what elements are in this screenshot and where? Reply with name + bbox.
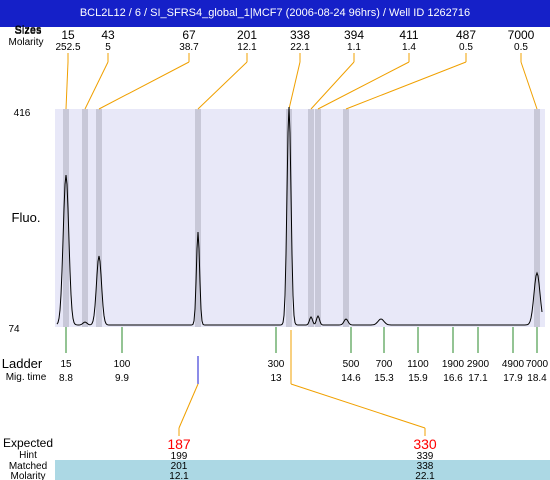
peak-connector: [310, 61, 355, 110]
header-sizes-label: Sizes: [15, 24, 42, 36]
peak-molarity-label: 0.5: [514, 42, 528, 53]
expected-connector: [178, 383, 199, 429]
peak-size-label: 67: [182, 28, 196, 42]
expected-molarity-label: Molarity: [10, 471, 45, 480]
y-axis-label: Fluo.: [12, 210, 41, 225]
ladder-time-label: 15.9: [408, 373, 428, 384]
peak-band: [534, 109, 540, 327]
peak-band: [63, 109, 69, 327]
peak-connector: [98, 61, 190, 110]
peak-connector: [288, 61, 301, 110]
peak-connector: [520, 61, 538, 110]
ladder-size-label: 1100: [407, 359, 429, 370]
hint-value: 199: [171, 451, 188, 462]
ladder-size-label: 2900: [467, 359, 490, 370]
peak-band: [343, 109, 349, 327]
matched-value: 338: [417, 461, 434, 472]
peak-molarity-label: 38.7: [179, 42, 199, 53]
peak-molarity-label: 22.1: [290, 42, 310, 53]
matched-highlight-row: [55, 460, 550, 480]
peak-size-label: 411: [399, 28, 418, 42]
peak-connector: [65, 61, 69, 110]
peak-size-label: 43: [101, 28, 115, 42]
peak-size-label: 487: [456, 28, 476, 42]
ladder-size-label: 4900: [502, 359, 525, 370]
peak-size-label: 7000: [508, 28, 535, 42]
expected-molarity-value: 22.1: [415, 471, 435, 480]
peak-band: [96, 109, 102, 327]
ladder-time-label: 15.3: [374, 373, 394, 384]
peak-band: [308, 109, 314, 327]
expected-size-value: 187: [167, 436, 191, 452]
ladder-size-label: 100: [114, 359, 131, 370]
peak-molarity-label: 12.1: [237, 42, 257, 53]
ladder-size-label: 15: [60, 359, 72, 370]
peak-molarity-label: 5: [105, 42, 111, 53]
ladder-time-label: 9.9: [115, 373, 129, 384]
peak-size-label: 201: [237, 28, 257, 42]
peak-size-label: 394: [344, 28, 364, 42]
peak-connector: [345, 61, 467, 110]
ladder-time-label: 18.4: [527, 373, 547, 384]
y-axis-max-label: 416: [14, 108, 31, 119]
migration-time-label: Mig. time: [6, 372, 47, 383]
peak-band: [286, 109, 292, 327]
peak-molarity-label: 0.5: [459, 42, 473, 53]
ladder-time-label: 14.6: [341, 373, 361, 384]
plot-area: [55, 109, 545, 327]
peak-molarity-label: 1.1: [347, 42, 361, 53]
matched-label: Matched: [9, 461, 47, 472]
ladder-time-label: 8.8: [59, 373, 73, 384]
ladder-time-label: 16.6: [443, 373, 463, 384]
peak-size-label: 338: [290, 28, 310, 42]
expected-molarity-value: 12.1: [169, 471, 189, 480]
ladder-time-label: 17.1: [468, 373, 488, 384]
ladder-size-label: 1900: [442, 359, 465, 370]
peak-band: [315, 109, 321, 327]
ladder-time-label: 17.9: [503, 373, 523, 384]
expected-label: Expected: [3, 436, 53, 450]
peak-connector: [317, 61, 410, 110]
peak-molarity-label: 252.5: [55, 42, 80, 53]
ladder-size-label: 500: [343, 359, 360, 370]
ladder-time-label: 13: [270, 373, 282, 384]
hint-value: 339: [417, 451, 434, 462]
hint-label: Hint: [19, 450, 37, 461]
ladder-size-label: 300: [268, 359, 285, 370]
peak-size-label: 15: [61, 28, 75, 42]
title-bar: BCL2L12 / 6 / SI_SFRS4_global_1|MCF7 (20…: [0, 0, 550, 27]
peak-band: [82, 109, 88, 327]
peak-molarity-label: 1.4: [402, 42, 416, 53]
ladder-label: Ladder: [2, 356, 43, 371]
expected-connector: [290, 383, 426, 429]
y-axis-min-label: 74: [8, 324, 20, 335]
matched-value: 201: [171, 461, 188, 472]
expected-size-value: 330: [413, 436, 437, 452]
header-sizes-label-overlay: Sizes: [15, 25, 42, 37]
header-molarity-label: Molarity: [8, 37, 43, 48]
ladder-size-label: 7000: [526, 359, 549, 370]
signal-trace: [56, 106, 543, 326]
peak-connector: [84, 61, 109, 110]
ladder-size-label: 700: [376, 359, 393, 370]
peak-connector: [197, 61, 248, 110]
peak-band: [195, 109, 201, 327]
